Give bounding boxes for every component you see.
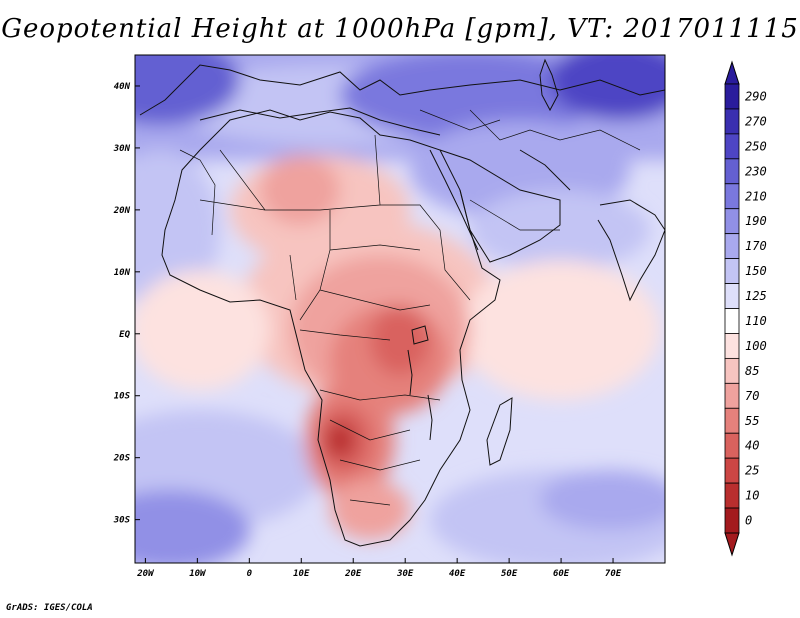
madagascar-outline bbox=[486, 397, 513, 466]
lake-victoria bbox=[411, 325, 429, 345]
colorbar-swatch bbox=[724, 432, 740, 459]
colorbar-swatch bbox=[724, 507, 740, 534]
colorbar-swatch bbox=[724, 482, 740, 509]
plot-frame bbox=[134, 54, 666, 564]
lat-tick-label: 10S bbox=[114, 392, 131, 402]
map-title: Geopotential Height at 1000hPa [gpm], VT… bbox=[1, 14, 799, 44]
colorbar-label: 85 bbox=[745, 364, 759, 378]
colorbar-label: 190 bbox=[745, 214, 767, 228]
mediterranean-coast bbox=[199, 107, 441, 136]
lon-tick-label: 10W bbox=[189, 569, 207, 579]
lake-malawi bbox=[427, 394, 433, 441]
latitude-axis: 40N 30N 20N 10N EQ 10S 20S 30S bbox=[113, 82, 140, 526]
colorbar-top-arrow bbox=[724, 60, 740, 85]
coastlines bbox=[139, 58, 665, 547]
persian-gulf bbox=[519, 149, 571, 191]
lon-tick-label: 20W bbox=[136, 569, 155, 579]
lat-tick-label: 30S bbox=[113, 516, 131, 526]
colorbar-swatch bbox=[724, 457, 740, 484]
colorbar-label: 25 bbox=[745, 464, 759, 478]
lat-tick-label: 10N bbox=[114, 268, 131, 278]
colorbar-swatch bbox=[724, 308, 740, 334]
lon-tick-label: 0 bbox=[247, 569, 253, 579]
colorbar-label: 70 bbox=[745, 389, 759, 403]
colorbar-swatch bbox=[724, 158, 740, 185]
lon-tick-label: 10E bbox=[293, 569, 310, 579]
lake-tanganyika bbox=[407, 349, 413, 396]
colorbar-swatch bbox=[724, 208, 740, 235]
colorbar-label: 110 bbox=[745, 314, 767, 328]
lon-tick-label: 50E bbox=[501, 569, 518, 579]
lon-tick-label: 60E bbox=[553, 569, 570, 579]
colorbar-swatch bbox=[724, 357, 740, 384]
colorbar-label: 40 bbox=[745, 439, 759, 453]
colorbar-swatch bbox=[724, 407, 740, 434]
colorbar-label: 170 bbox=[745, 239, 767, 253]
lon-tick-label: 70E bbox=[605, 569, 622, 579]
colorbar-swatch bbox=[724, 83, 740, 110]
lon-tick-label: 20E bbox=[344, 569, 362, 579]
colorbar-label: 0 bbox=[745, 514, 752, 528]
colorbar-swatch bbox=[724, 133, 740, 160]
india-outline bbox=[597, 199, 665, 302]
colorbar-swatch bbox=[724, 382, 740, 409]
lat-tick-label: 20S bbox=[113, 454, 131, 464]
colorbar-label: 10 bbox=[745, 489, 759, 503]
lat-tick-label: EQ bbox=[119, 330, 130, 340]
lat-tick-label: 40N bbox=[114, 82, 131, 92]
longitude-axis: 20W 10W 0 10E 20E 30E 40E 50E 60E 70E bbox=[136, 558, 622, 579]
colorbar-swatch bbox=[724, 283, 740, 309]
colorbar-label: 230 bbox=[745, 164, 767, 178]
colorbar-swatch bbox=[724, 183, 740, 210]
lon-tick-label: 40E bbox=[449, 569, 466, 579]
colorbar: 2902702502302101901701501251101008570554… bbox=[724, 60, 767, 557]
caspian-sea bbox=[539, 58, 559, 112]
colorbar-label: 250 bbox=[745, 139, 767, 153]
europe-coast bbox=[139, 64, 665, 116]
colorbar-swatch bbox=[724, 258, 740, 284]
country-borders bbox=[179, 109, 641, 506]
colorbar-label: 55 bbox=[745, 414, 759, 428]
lon-tick-label: 30E bbox=[396, 569, 414, 579]
colorbar-bottom-arrow bbox=[724, 532, 740, 557]
colorbar-label: 210 bbox=[745, 189, 767, 203]
arabia-outline bbox=[439, 149, 561, 263]
colorbar-label: 150 bbox=[745, 264, 767, 278]
height-field bbox=[135, 55, 665, 563]
africa-outline bbox=[161, 109, 501, 547]
grads-credit: GrADS: IGES/COLA bbox=[6, 603, 93, 613]
lat-tick-label: 30N bbox=[113, 144, 131, 154]
colorbar-label: 270 bbox=[745, 114, 767, 128]
lat-tick-label: 20N bbox=[113, 206, 131, 216]
colorbar-label: 100 bbox=[745, 339, 767, 353]
colorbar-label: 125 bbox=[745, 289, 767, 303]
colorbar-swatch bbox=[724, 233, 740, 260]
colorbar-swatch bbox=[724, 108, 740, 135]
colorbar-label: 290 bbox=[745, 89, 767, 103]
colorbar-swatch bbox=[724, 333, 740, 359]
red-sea bbox=[429, 149, 479, 251]
